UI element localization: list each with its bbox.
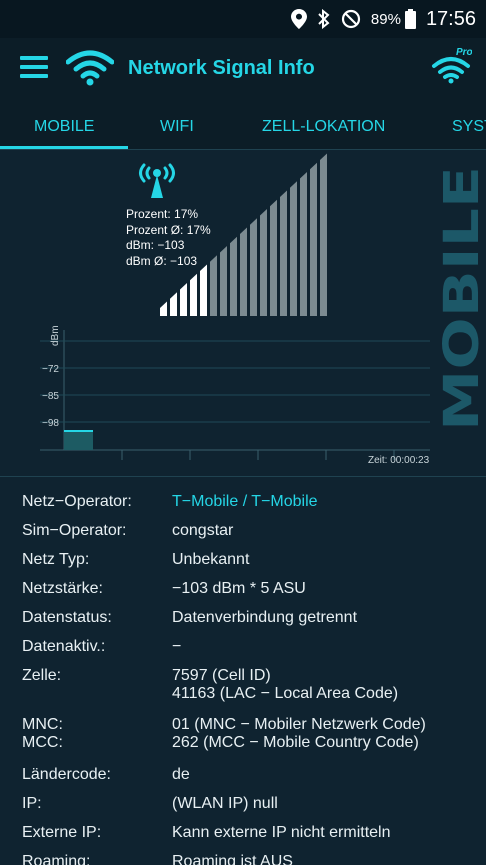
signal-graph-area: Prozent: 17% Prozent Ø: 17% dBm: −103 dB…: [0, 150, 486, 476]
menu-icon[interactable]: [20, 56, 48, 80]
network-info-list: Netz−Operator: T−Mobile / T−Mobile Sim−O…: [0, 477, 486, 865]
y-axis-label: dBm: [50, 325, 61, 346]
y-tick-72: −72: [42, 364, 59, 375]
signal-bar: [180, 283, 187, 316]
signal-bar: [300, 172, 307, 316]
signal-chart: dBm −72 −85 −98 Zeit: 00:00:23: [40, 153, 430, 466]
dbm-chart-frame: [40, 330, 430, 460]
signal-bar: [210, 255, 217, 316]
signal-bar: [240, 227, 247, 316]
tab-zell-lokation[interactable]: ZELL-LOKATION: [262, 118, 386, 135]
active-tab-indicator: [0, 146, 128, 149]
signal-dbm-avg: dBm Ø: −103: [126, 253, 198, 268]
status-bar: 89% 17:56: [0, 0, 486, 38]
y-tick-98: −98: [42, 418, 59, 429]
battery-percent: 89%: [370, 10, 401, 28]
signal-stats: Prozent: 17% Prozent Ø: 17% dBm: −103 dB…: [126, 207, 211, 269]
signal-bar: [310, 162, 317, 316]
battery-icon: [404, 9, 416, 29]
wifi-logo-icon: [65, 50, 115, 91]
signal-bar: [290, 181, 297, 316]
tab-mobile[interactable]: MOBILE: [34, 118, 95, 135]
signal-bar: [250, 218, 257, 316]
signal-bar: [190, 273, 197, 316]
dbm-area-fill: [64, 431, 93, 450]
signal-bar: [220, 246, 227, 316]
pro-badge-text: Pro: [456, 47, 472, 58]
antenna-icon: [134, 160, 180, 205]
battery-indicator: 89%: [371, 9, 416, 29]
tab-wifi[interactable]: WIFI: [160, 118, 194, 135]
signal-bar: [170, 292, 177, 316]
signal-bar: [270, 199, 277, 316]
tab-system[interactable]: SYST: [452, 118, 486, 135]
signal-bar: [280, 190, 287, 316]
signal-bar: [200, 264, 207, 316]
signal-strength-bars: [160, 153, 327, 316]
svg-text:MOBILE: MOBILE: [436, 166, 486, 431]
divider: [0, 476, 486, 477]
mobile-watermark: MOBILE: [436, 166, 486, 431]
signal-percent: Prozent: 17%: [126, 207, 199, 221]
clock: 17:56: [425, 7, 476, 30]
time-label: Zeit: 00:00:23: [368, 455, 430, 466]
do-not-disturb-icon: [341, 9, 361, 29]
app-bar: Network Signal Info Pro: [0, 38, 486, 100]
app-title: Network Signal Info: [128, 57, 315, 79]
y-tick-85: −85: [42, 391, 59, 402]
signal-bar: [160, 301, 167, 316]
location-icon: [290, 9, 307, 29]
divider: [0, 149, 486, 150]
signal-dbm: dBm: −103: [126, 238, 185, 252]
signal-bar: [230, 236, 237, 316]
pro-version-icon[interactable]: Pro: [430, 46, 473, 89]
tab-bar: MOBILE WIFI ZELL-LOKATION SYST: [0, 100, 486, 150]
signal-bar: [320, 153, 327, 316]
signal-percent-avg: Prozent Ø: 17%: [126, 222, 211, 237]
bluetooth-icon: [317, 9, 331, 29]
signal-bar: [260, 209, 267, 316]
